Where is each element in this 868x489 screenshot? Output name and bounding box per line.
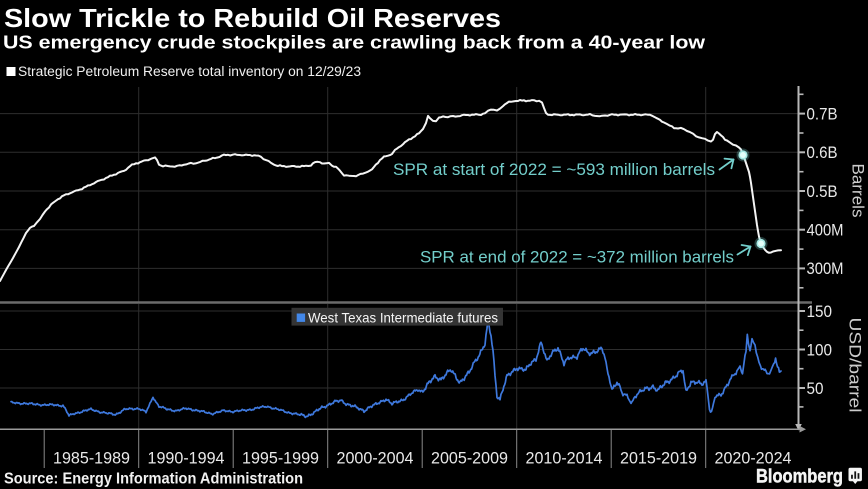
svg-text:1995-1999: 1995-1999 xyxy=(242,449,319,468)
svg-text:Source: Energy Information Adm: Source: Energy Information Administratio… xyxy=(4,471,303,488)
svg-text:2015-2019: 2015-2019 xyxy=(620,449,697,468)
svg-text:Strategic Petroleum Reserve to: Strategic Petroleum Reserve total invent… xyxy=(18,64,361,79)
svg-text:SPR at start of 2022 = ~593 mi: SPR at start of 2022 = ~593 million barr… xyxy=(393,160,715,179)
svg-text:SPR at end of 2022 = ~372 mill: SPR at end of 2022 = ~372 million barrel… xyxy=(420,248,734,267)
svg-text:Slow Trickle to Rebuild Oil Re: Slow Trickle to Rebuild Oil Reserves xyxy=(4,3,501,33)
svg-text:1985-1989: 1985-1989 xyxy=(53,449,130,468)
svg-text:USD/barrel: USD/barrel xyxy=(846,318,864,413)
svg-text:West Texas Intermediate future: West Texas Intermediate futures xyxy=(308,310,498,326)
svg-text:100: 100 xyxy=(807,341,833,359)
svg-text:0.6B: 0.6B xyxy=(807,144,838,162)
svg-text:Bloomberg: Bloomberg xyxy=(756,466,843,488)
svg-text:0.7B: 0.7B xyxy=(807,105,838,123)
svg-text:2020-2024: 2020-2024 xyxy=(715,449,792,468)
svg-text:400M: 400M xyxy=(807,222,844,240)
svg-text:2010-2014: 2010-2014 xyxy=(526,449,603,468)
svg-text:300M: 300M xyxy=(807,260,844,278)
svg-text:2005-2009: 2005-2009 xyxy=(431,449,508,468)
svg-text:50: 50 xyxy=(807,380,824,398)
svg-text:1990-1994: 1990-1994 xyxy=(148,449,225,468)
svg-text:2000-2004: 2000-2004 xyxy=(337,449,414,468)
svg-text:0.5B: 0.5B xyxy=(807,183,838,201)
svg-text:US emergency crude stockpiles: US emergency crude stockpiles are crawli… xyxy=(3,32,706,52)
svg-text:Barrels: Barrels xyxy=(849,164,867,218)
svg-text:150: 150 xyxy=(807,303,833,321)
